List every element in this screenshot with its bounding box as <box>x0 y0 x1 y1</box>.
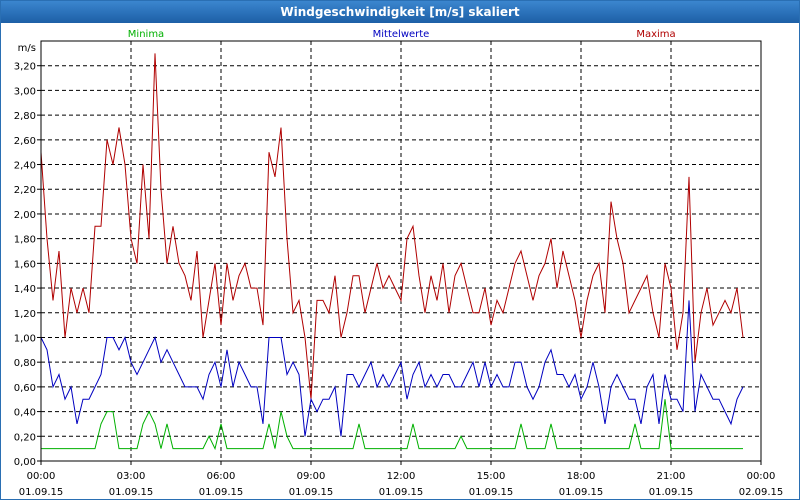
x-tick-date: 01.09.15 <box>199 487 244 498</box>
x-tick-time: 09:00 <box>297 471 326 482</box>
plot-frame <box>40 40 762 462</box>
x-axis: 00:00 01.09.15 03:00 01.09.15 06:00 01.09.15 0… <box>19 461 784 498</box>
x-tick-date: 01.09.15 <box>649 487 694 498</box>
x-tick-time: 18:00 <box>567 471 596 482</box>
x-tick-date: 01.09.15 <box>559 487 604 498</box>
x-tick-time: 12:00 <box>387 471 416 482</box>
y-tick-label: 2,80 <box>14 111 36 122</box>
x-tick-date: 01.09.15 <box>289 487 334 498</box>
x-tick-time: 15:00 <box>477 471 506 482</box>
y-tick-label: 3,20 <box>14 62 36 73</box>
x-tick-time: 03:00 <box>117 471 146 482</box>
y-tick-label: 1,00 <box>14 333 36 344</box>
wind-speed-chart: Minima Mittelwerte Maxima m/s 0,00 0,20 0,40… <box>14 29 784 498</box>
grid <box>41 41 761 461</box>
y-tick-label: 0,00 <box>14 457 36 468</box>
y-tick-label: 1,20 <box>14 309 36 320</box>
y-tick-label: 3,00 <box>14 86 36 97</box>
x-tick-date: 02.09.15 <box>739 487 784 498</box>
y-tick-label: 1,60 <box>14 259 36 270</box>
legend-mittel: Mittelwerte <box>373 29 430 40</box>
x-tick-time: 06:00 <box>207 471 236 482</box>
x-tick-date: 01.09.15 <box>379 487 424 498</box>
y-axis-label: m/s <box>18 43 36 54</box>
y-tick-label: 0,60 <box>14 383 36 394</box>
window-title: Windgeschwindigkeit [m/s] skaliert <box>1 1 799 23</box>
series-line-mittel <box>40 300 744 437</box>
y-tick-label: 0,20 <box>14 432 36 443</box>
y-tick-label: 2,60 <box>14 136 36 147</box>
y-tick-label: 0,80 <box>14 358 36 369</box>
y-tick-label: 0,40 <box>14 408 36 419</box>
legend: Minima Mittelwerte Maxima <box>128 29 676 40</box>
x-tick-time: 00:00 <box>747 471 776 482</box>
x-tick-date: 01.09.15 <box>469 487 514 498</box>
series-lines <box>40 53 744 451</box>
x-tick-date: 01.09.15 <box>109 487 154 498</box>
legend-maxima: Maxima <box>636 29 675 40</box>
y-tick-label: 1,40 <box>14 284 36 295</box>
legend-minima: Minima <box>128 29 164 40</box>
series-line-maxima <box>40 53 744 400</box>
y-tick-label: 2,00 <box>14 210 36 221</box>
y-tick-label: 2,20 <box>14 185 36 196</box>
y-axis: m/s 0,00 0,20 0,40 0,60 0,80 1,00 1,20 1,40 1,60… <box>14 43 41 468</box>
series-line-minima <box>41 399 743 451</box>
x-tick-time: 00:00 <box>27 471 56 482</box>
x-tick-date: 01.09.15 <box>19 487 64 498</box>
y-tick-label: 2,40 <box>14 161 36 172</box>
y-tick-label: 1,80 <box>14 235 36 246</box>
x-tick-time: 21:00 <box>657 471 686 482</box>
